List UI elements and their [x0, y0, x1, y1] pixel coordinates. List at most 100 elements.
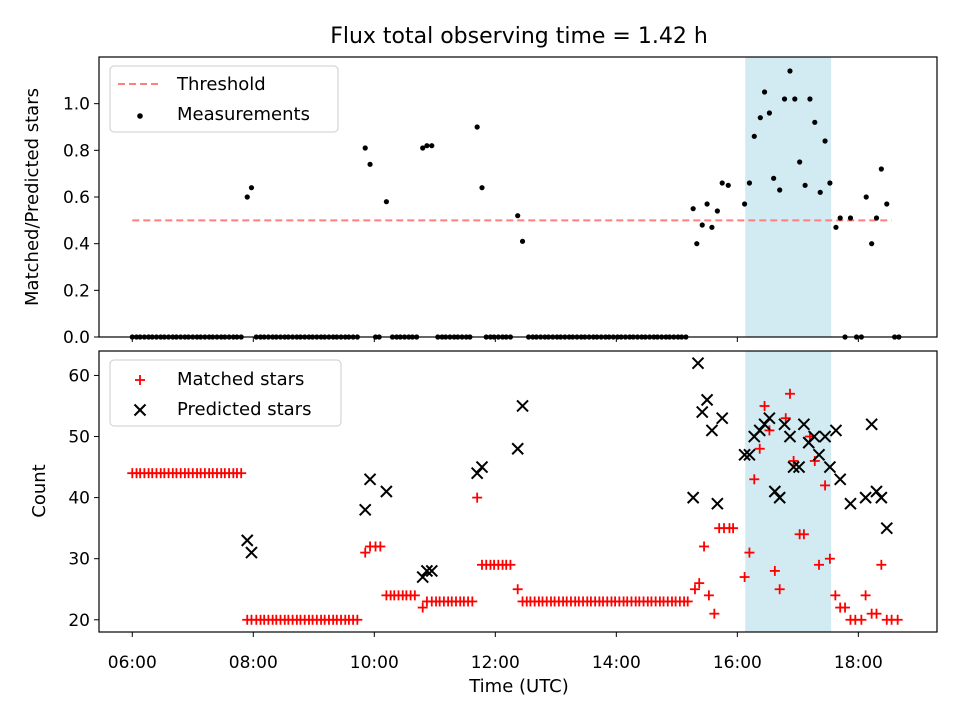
predicted-star-point — [833, 473, 847, 486]
x-tick-label: 10:00 — [350, 653, 399, 673]
predicted-star-point — [380, 485, 393, 498]
matched-star-point — [709, 608, 720, 619]
matched-star-point — [744, 547, 755, 558]
measurement-point — [822, 138, 828, 144]
predicted-star-point — [823, 460, 837, 474]
top-y-tick-label: 0.8 — [63, 141, 90, 161]
predicted-star-point — [475, 460, 489, 474]
predicted-star-point — [700, 393, 714, 407]
bottom-y-axis: 20 30 40 50 60 — [68, 366, 99, 631]
x-axis-label: Time (UTC) — [468, 676, 569, 697]
x-tick-label: 06:00 — [108, 653, 157, 673]
matched-star-point — [798, 529, 809, 540]
matched-star-point — [754, 443, 765, 454]
matched-star-point — [788, 455, 799, 466]
x-tick-label: 14:00 — [592, 653, 641, 673]
matched-star-point — [417, 602, 428, 613]
measurement-point — [863, 194, 869, 200]
predicted-star-point — [516, 399, 529, 413]
panel-bottom: 20 30 40 50 60 06:00 08:00 10:00 12:00 14:00 16:0… — [29, 350, 938, 697]
predicted-star-point — [792, 460, 806, 474]
measurement-point — [873, 215, 880, 221]
top-legend: Threshold Measurements — [109, 65, 339, 133]
x-tick-label: 12:00 — [471, 653, 520, 673]
bottom-y-tick-label: 40 — [68, 489, 90, 509]
matched-star-point — [749, 474, 760, 485]
top-y-tick-label: 0.0 — [63, 328, 90, 348]
predicted-star-point — [359, 503, 372, 517]
matched-star-point — [236, 468, 247, 479]
measurement-point — [833, 224, 839, 230]
bottom-y-tick-label: 60 — [68, 366, 90, 386]
matched-star-point — [375, 541, 386, 552]
measurement-point — [515, 213, 521, 219]
predicted-star-point — [420, 564, 434, 578]
measurement-point — [714, 208, 720, 214]
measurement-point — [792, 96, 798, 102]
legend-plus-marker — [135, 375, 145, 385]
measurement-point — [766, 110, 773, 116]
matched-star-point — [856, 614, 867, 625]
predicted-star-point — [812, 448, 826, 462]
matched-star-point — [352, 614, 363, 625]
measurement-point — [519, 238, 526, 244]
measurement-point — [797, 159, 803, 165]
matched-star-point — [759, 400, 770, 411]
matched-star-point — [892, 614, 903, 625]
legend-matched-label: Matched stars — [177, 369, 304, 390]
predicted-star-point — [778, 418, 791, 431]
top-y-axis-label: Matched/Predicted stars — [22, 88, 43, 306]
predicted-star-point — [797, 418, 811, 431]
measurement-point — [704, 201, 710, 207]
predicted-star-point — [363, 473, 377, 486]
predicted-star-point — [711, 497, 724, 510]
legend-predicted-swatch — [133, 403, 147, 417]
measurement-point — [827, 180, 833, 186]
predicted-star-point — [511, 442, 524, 455]
matched-star-point — [699, 541, 710, 552]
matched-star-point — [694, 578, 705, 589]
measurement-point — [781, 96, 788, 102]
bottom-y-tick-label: 20 — [68, 611, 90, 631]
legend-measurements-swatch — [137, 113, 143, 119]
measurement-point — [719, 180, 725, 186]
measurement-point — [884, 201, 890, 207]
x-tick-label: 08:00 — [229, 653, 278, 673]
measurement-point — [746, 180, 753, 186]
measurement-point — [807, 96, 813, 102]
predicted-star-point — [425, 564, 438, 578]
measurement-point — [837, 215, 843, 221]
measurement-point — [812, 119, 818, 125]
predicted-star-point — [818, 430, 832, 443]
bottom-y-tick-label: 50 — [68, 428, 90, 448]
matched-star-point — [505, 559, 516, 570]
matched-star-point — [809, 455, 820, 466]
measurement-point — [757, 115, 763, 121]
measurement-point — [244, 194, 250, 200]
chart-title: Flux total observing time = 1.42 h — [330, 24, 708, 49]
predicted-star-point — [844, 497, 857, 510]
matched-star-point — [840, 602, 851, 613]
matched-star-point — [824, 553, 835, 564]
bottom-y-axis-label: Count — [29, 464, 50, 517]
matched-star-point — [769, 565, 780, 576]
matched-star-point — [774, 584, 785, 595]
highlight-band-bottom — [745, 351, 832, 632]
measurement-point — [699, 222, 705, 228]
measurement-point — [817, 189, 823, 195]
top-y-tick-label: 1.0 — [63, 95, 90, 115]
predicted-star-point — [865, 418, 878, 431]
predicted-star-point — [416, 570, 429, 584]
measurement-point — [771, 175, 777, 181]
legend-cross-marker — [133, 403, 147, 417]
measurement-point — [741, 201, 748, 207]
legend-matched-swatch — [135, 375, 145, 385]
legend-predicted-label: Predicted stars — [177, 399, 311, 420]
measurement-point — [777, 187, 783, 193]
matched-star-point — [830, 590, 841, 601]
predicted-star-point — [743, 448, 756, 462]
x-tick-label: 18:00 — [834, 653, 883, 673]
predicted-star-point — [686, 491, 700, 504]
matched-star-point — [682, 596, 693, 607]
